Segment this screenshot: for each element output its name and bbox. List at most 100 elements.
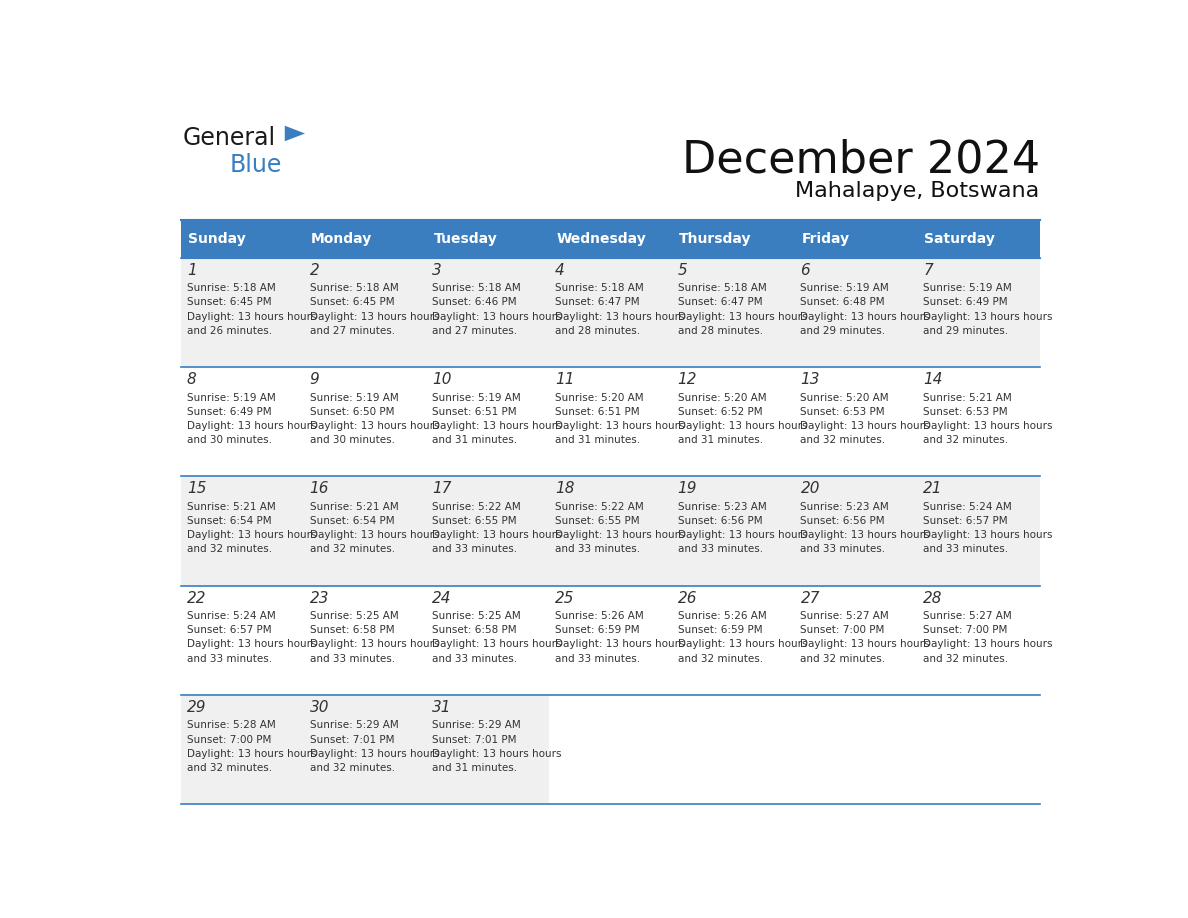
Text: Sunrise: 5:23 AM: Sunrise: 5:23 AM	[801, 502, 889, 512]
Text: Daylight: 13 hours hours: Daylight: 13 hours hours	[310, 311, 440, 321]
Text: 25: 25	[555, 590, 575, 606]
Text: Daylight: 13 hours hours: Daylight: 13 hours hours	[432, 311, 562, 321]
Text: and 32 minutes.: and 32 minutes.	[187, 763, 272, 773]
Text: Daylight: 13 hours hours: Daylight: 13 hours hours	[555, 640, 684, 649]
Bar	[795, 367, 917, 476]
Text: Monday: Monday	[311, 232, 372, 246]
Bar	[917, 367, 1040, 476]
Bar	[917, 695, 1040, 804]
Text: Sunrise: 5:29 AM: Sunrise: 5:29 AM	[432, 721, 522, 731]
Text: and 28 minutes.: and 28 minutes.	[555, 326, 640, 336]
Bar	[549, 219, 671, 258]
Text: Sunset: 6:54 PM: Sunset: 6:54 PM	[187, 516, 272, 526]
Text: Sunrise: 5:26 AM: Sunrise: 5:26 AM	[677, 611, 766, 621]
Text: Sunset: 7:01 PM: Sunset: 7:01 PM	[432, 734, 517, 744]
Text: 30: 30	[310, 700, 329, 715]
Text: and 33 minutes.: and 33 minutes.	[677, 544, 763, 554]
Text: Daylight: 13 hours hours: Daylight: 13 hours hours	[801, 311, 930, 321]
Bar	[303, 367, 426, 476]
Text: Sunset: 6:59 PM: Sunset: 6:59 PM	[677, 625, 763, 635]
Text: 24: 24	[432, 590, 451, 606]
Text: and 32 minutes.: and 32 minutes.	[677, 654, 763, 664]
Text: Daylight: 13 hours hours: Daylight: 13 hours hours	[555, 531, 684, 540]
Bar	[917, 586, 1040, 695]
Text: Daylight: 13 hours hours: Daylight: 13 hours hours	[310, 420, 440, 431]
Text: Blue: Blue	[229, 152, 282, 176]
Text: Sunrise: 5:29 AM: Sunrise: 5:29 AM	[310, 721, 398, 731]
Text: Daylight: 13 hours hours: Daylight: 13 hours hours	[432, 749, 562, 759]
Text: and 30 minutes.: and 30 minutes.	[310, 435, 394, 445]
Text: Sunrise: 5:28 AM: Sunrise: 5:28 AM	[187, 721, 276, 731]
Bar	[795, 476, 917, 586]
Text: Tuesday: Tuesday	[434, 232, 498, 246]
Bar	[795, 586, 917, 695]
Bar	[549, 695, 671, 804]
Text: Daylight: 13 hours hours: Daylight: 13 hours hours	[923, 531, 1053, 540]
Text: Daylight: 13 hours hours: Daylight: 13 hours hours	[801, 640, 930, 649]
Bar	[426, 476, 549, 586]
Text: Sunrise: 5:19 AM: Sunrise: 5:19 AM	[187, 393, 276, 403]
Polygon shape	[285, 126, 305, 141]
Text: Sunrise: 5:23 AM: Sunrise: 5:23 AM	[677, 502, 766, 512]
Bar	[181, 367, 303, 476]
Text: Sunset: 6:55 PM: Sunset: 6:55 PM	[555, 516, 639, 526]
Text: Sunrise: 5:18 AM: Sunrise: 5:18 AM	[555, 284, 644, 294]
Text: Daylight: 13 hours hours: Daylight: 13 hours hours	[310, 640, 440, 649]
Text: 26: 26	[677, 590, 697, 606]
Text: 20: 20	[801, 481, 820, 497]
Text: Daylight: 13 hours hours: Daylight: 13 hours hours	[310, 531, 440, 540]
Text: Sunrise: 5:19 AM: Sunrise: 5:19 AM	[801, 284, 889, 294]
Text: Daylight: 13 hours hours: Daylight: 13 hours hours	[923, 420, 1053, 431]
Bar	[426, 586, 549, 695]
Text: 27: 27	[801, 590, 820, 606]
Text: December 2024: December 2024	[682, 139, 1040, 182]
Bar	[181, 586, 303, 695]
Text: Sunset: 6:53 PM: Sunset: 6:53 PM	[801, 407, 885, 417]
Text: Friday: Friday	[802, 232, 849, 246]
Text: Sunset: 6:52 PM: Sunset: 6:52 PM	[677, 407, 763, 417]
Text: 10: 10	[432, 372, 451, 387]
Text: and 32 minutes.: and 32 minutes.	[923, 654, 1009, 664]
Text: Sunset: 6:48 PM: Sunset: 6:48 PM	[801, 297, 885, 308]
Text: 17: 17	[432, 481, 451, 497]
Text: Daylight: 13 hours hours: Daylight: 13 hours hours	[801, 531, 930, 540]
Text: Sunset: 6:47 PM: Sunset: 6:47 PM	[555, 297, 639, 308]
Text: Sunset: 6:57 PM: Sunset: 6:57 PM	[923, 516, 1007, 526]
Text: 18: 18	[555, 481, 575, 497]
Text: Thursday: Thursday	[680, 232, 752, 246]
Text: 31: 31	[432, 700, 451, 715]
Bar	[181, 476, 303, 586]
Bar	[917, 219, 1040, 258]
Text: Sunset: 6:54 PM: Sunset: 6:54 PM	[310, 516, 394, 526]
Text: Sunrise: 5:19 AM: Sunrise: 5:19 AM	[923, 284, 1012, 294]
Text: 29: 29	[187, 700, 207, 715]
Text: and 33 minutes.: and 33 minutes.	[555, 544, 640, 554]
Text: and 33 minutes.: and 33 minutes.	[801, 544, 885, 554]
Text: Sunrise: 5:25 AM: Sunrise: 5:25 AM	[310, 611, 398, 621]
Text: and 33 minutes.: and 33 minutes.	[187, 654, 272, 664]
Bar	[303, 219, 426, 258]
Text: and 33 minutes.: and 33 minutes.	[432, 654, 518, 664]
Text: Sunrise: 5:21 AM: Sunrise: 5:21 AM	[187, 502, 276, 512]
Text: 1: 1	[187, 263, 196, 278]
Text: Wednesday: Wednesday	[556, 232, 646, 246]
Text: Sunrise: 5:18 AM: Sunrise: 5:18 AM	[187, 284, 276, 294]
Bar	[795, 219, 917, 258]
Text: Sunrise: 5:18 AM: Sunrise: 5:18 AM	[432, 284, 522, 294]
Text: 2: 2	[310, 263, 320, 278]
Text: Sunday: Sunday	[188, 232, 246, 246]
Text: and 33 minutes.: and 33 minutes.	[923, 544, 1009, 554]
Text: and 32 minutes.: and 32 minutes.	[801, 435, 885, 445]
Bar	[303, 258, 426, 367]
Text: Daylight: 13 hours hours: Daylight: 13 hours hours	[187, 749, 316, 759]
Text: Sunset: 6:47 PM: Sunset: 6:47 PM	[677, 297, 763, 308]
Text: Sunset: 6:59 PM: Sunset: 6:59 PM	[555, 625, 639, 635]
Text: Daylight: 13 hours hours: Daylight: 13 hours hours	[310, 749, 440, 759]
Bar	[426, 258, 549, 367]
Text: and 33 minutes.: and 33 minutes.	[555, 654, 640, 664]
Text: 19: 19	[677, 481, 697, 497]
Bar	[181, 219, 303, 258]
Text: and 31 minutes.: and 31 minutes.	[432, 435, 518, 445]
Text: 11: 11	[555, 372, 575, 387]
Text: Daylight: 13 hours hours: Daylight: 13 hours hours	[555, 311, 684, 321]
